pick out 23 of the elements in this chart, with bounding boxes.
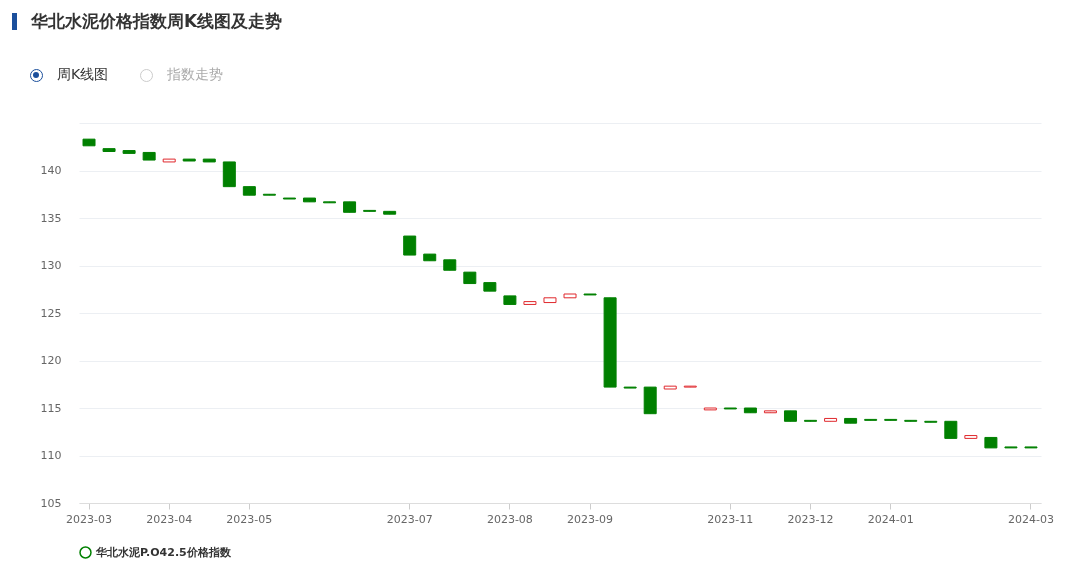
x-tick-label: 2023-04 (146, 512, 193, 526)
y-tick-label: 115 (40, 401, 62, 415)
x-tick-label: 2023-12 (787, 512, 834, 526)
y-tick-label: 130 (40, 259, 62, 272)
y-tick-label: 140 (40, 164, 62, 177)
x-tick-label: 2023-05 (226, 512, 273, 526)
x-tick-label: 2023-09 (567, 512, 614, 526)
y-tick-label: 110 (40, 449, 62, 462)
y-tick-label: 120 (40, 354, 62, 367)
candlestick (403, 235, 417, 256)
x-tick-label: 2023-11 (707, 512, 754, 526)
text: 周K线图 (57, 66, 109, 84)
y-tick-label: 105 (40, 496, 62, 510)
x-tick-label: 2024-03 (1007, 512, 1054, 526)
x-tick-label: 2023-07 (386, 512, 433, 526)
legend-label: 华北水泥P.O42.5价格指数 (95, 545, 232, 559)
y-tick-label: 125 (40, 306, 62, 320)
x-tick-label: 2024-01 (867, 512, 914, 526)
x-tick-label: 2023-08 (486, 512, 533, 526)
text: 指数走势 (167, 66, 224, 84)
chart-title: 华北水泥价格指数周K线图及走势 (31, 10, 283, 33)
x-tick-label: 2023-03 (66, 512, 113, 526)
y-tick-label: 135 (40, 211, 62, 225)
